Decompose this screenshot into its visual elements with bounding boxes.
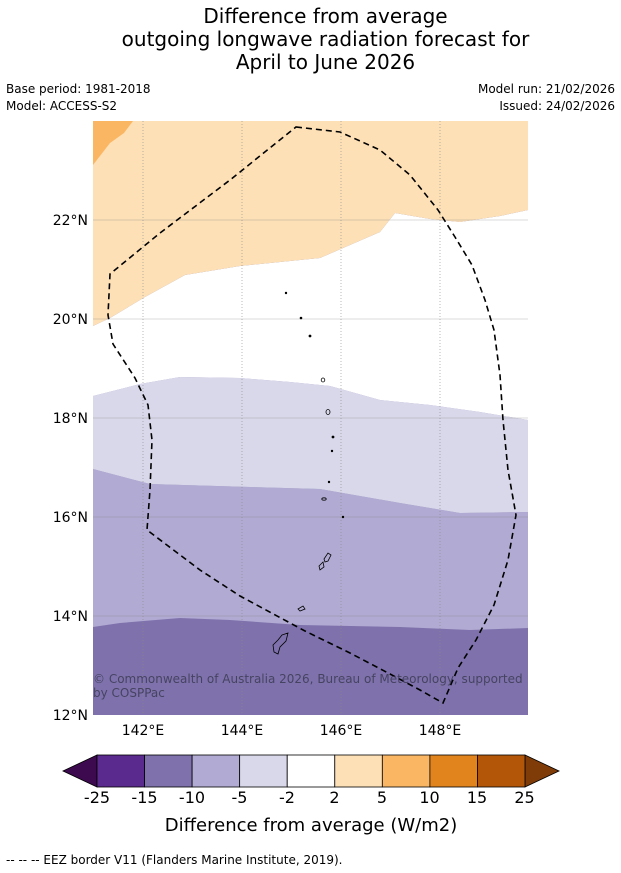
island-farallon-de-medinilla bbox=[341, 515, 345, 519]
colorbar-cell bbox=[239, 754, 288, 788]
y-tick-label: 18°N bbox=[53, 411, 88, 427]
title-line-1: Difference from average bbox=[203, 4, 448, 28]
island-maug bbox=[299, 316, 303, 320]
colorbar-extend-low bbox=[62, 754, 98, 788]
y-axis-labels: 12°N 14°N 16°N 18°N 20°N 22°N bbox=[53, 213, 88, 724]
base-period: Base period: 1981-2018 bbox=[6, 82, 151, 96]
colorbar-tick-labels: -25 -15 -10 -5 -2 2 5 10 15 25 bbox=[84, 788, 535, 807]
colorbar-label: 5 bbox=[377, 788, 387, 807]
title-line-2: outgoing longwave radiation forecast for bbox=[121, 27, 530, 51]
anomaly-band-near-zero bbox=[93, 210, 528, 420]
colorbar-label: -10 bbox=[179, 788, 205, 807]
issued-date: Issued: 24/02/2026 bbox=[499, 99, 615, 113]
colorbar-extend-high bbox=[524, 754, 560, 788]
island-anatahan bbox=[321, 497, 327, 501]
island-rota bbox=[297, 605, 306, 612]
model-run: Model run: 21/02/2026 bbox=[477, 82, 615, 96]
y-tick-label: 20°N bbox=[53, 312, 88, 328]
island-guam bbox=[272, 632, 289, 655]
colorbar-cell bbox=[286, 754, 336, 788]
colorbar-label: 10 bbox=[419, 788, 439, 807]
y-tick-label: 14°N bbox=[53, 609, 88, 625]
colorbar-cell bbox=[96, 754, 145, 788]
meta-right: Model run: 21/02/2026 Issued: 24/02/2026 bbox=[478, 81, 615, 115]
island-tinian bbox=[318, 561, 325, 571]
island-alamagan bbox=[331, 435, 335, 439]
island-saipan bbox=[323, 552, 332, 563]
eez-legend: -- -- -- EEZ border V11 (Flanders Marine… bbox=[6, 853, 343, 867]
x-tick-label: 142°E bbox=[122, 723, 165, 739]
colorbar-cell bbox=[144, 754, 193, 788]
island-sarigan bbox=[327, 480, 331, 484]
colorbar-label: -15 bbox=[131, 788, 157, 807]
island-pagan bbox=[325, 409, 331, 415]
model-name: Model: ACCESS-S2 bbox=[6, 99, 118, 113]
meta-left: Base period: 1981-2018 Model: ACCESS-S2 bbox=[6, 81, 151, 115]
colorbar-cell bbox=[191, 754, 241, 788]
eez-boundary bbox=[107, 126, 517, 705]
colorbar-cell bbox=[429, 754, 478, 788]
colorbar-label: -25 bbox=[84, 788, 110, 807]
island-outlines bbox=[272, 291, 345, 655]
x-axis-labels: 142°E 144°E 146°E 148°E bbox=[122, 723, 462, 739]
island-asuncion bbox=[308, 334, 312, 338]
anomaly-band-minus-10 bbox=[93, 469, 528, 630]
colorbar-label: 25 bbox=[514, 788, 534, 807]
anomaly-band-plus-5 bbox=[93, 121, 133, 165]
y-tick-label: 12°N bbox=[53, 708, 88, 724]
title-line-3: April to June 2026 bbox=[235, 50, 416, 74]
island-agrihan bbox=[320, 377, 326, 383]
x-tick-label: 148°E bbox=[419, 723, 462, 739]
colorbar-cell bbox=[381, 754, 431, 788]
copyright-notice: © Commonwealth of Australia 2026, Bureau… bbox=[93, 672, 523, 700]
colorbar-label: -5 bbox=[232, 788, 248, 807]
colorbar-cells bbox=[96, 754, 526, 788]
map-plot bbox=[93, 121, 528, 715]
colorbar-cell bbox=[334, 754, 383, 788]
colorbar-label: 15 bbox=[467, 788, 487, 807]
colorbar-title: Difference from average (W/m2) bbox=[165, 815, 457, 836]
map-gridlines bbox=[93, 121, 528, 715]
x-tick-label: 144°E bbox=[221, 723, 264, 739]
y-tick-label: 16°N bbox=[53, 510, 88, 526]
anomaly-band-minus-5 bbox=[93, 377, 528, 513]
island-farallon-de-pajaros bbox=[284, 291, 288, 295]
y-tick-label: 22°N bbox=[53, 213, 88, 229]
map-title: Difference from average outgoing longwav… bbox=[0, 5, 621, 74]
colorbar-label: -2 bbox=[279, 788, 295, 807]
x-tick-label: 146°E bbox=[320, 723, 363, 739]
island-guguan bbox=[330, 449, 334, 453]
colorbar: -25 -15 -10 -5 -2 2 5 10 15 25 Differenc… bbox=[62, 754, 560, 836]
colorbar-cell bbox=[477, 754, 526, 788]
anomaly-band-plus-2 bbox=[93, 121, 528, 326]
colorbar-label: 2 bbox=[329, 788, 339, 807]
